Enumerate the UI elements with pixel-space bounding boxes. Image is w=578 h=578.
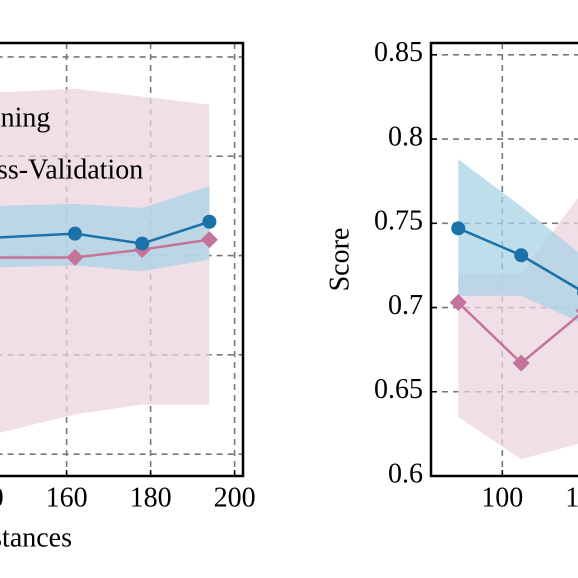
y-tick-label: 0.7: [388, 290, 423, 321]
y-tick-label: 0.65: [374, 374, 423, 405]
y-axis-label: Score: [324, 228, 355, 292]
x-tick-label: 200: [214, 482, 256, 513]
y-tick-label: 0.8: [388, 121, 423, 152]
marker: [68, 226, 82, 241]
x-axis-label: Instances: [0, 522, 72, 553]
series-line: [0, 220, 210, 245]
y-tick-label: 0.85: [374, 37, 423, 68]
x-tick-label: 160: [46, 482, 88, 513]
y-tick-label: 0.75: [374, 206, 423, 237]
x-tick-label: 180: [130, 482, 172, 513]
x-tick-label: 100: [481, 482, 523, 513]
legend-label: Training: [0, 102, 50, 133]
series-line: [0, 238, 210, 259]
x-tick-label: 120: [565, 482, 578, 513]
band: [0, 186, 210, 272]
marker: [135, 236, 150, 251]
marker: [512, 354, 530, 372]
marker: [514, 248, 529, 263]
marker: [449, 293, 467, 311]
axes-frame: [0, 41, 245, 478]
band: [458, 159, 578, 322]
y-tick-label: 0.6: [388, 458, 423, 489]
axes-frame: [429, 41, 578, 478]
x-tick-label: 140: [0, 482, 4, 513]
marker: [202, 214, 217, 229]
legend-label: Cross-Validation: [0, 154, 143, 185]
marker: [451, 221, 466, 236]
marker: [200, 231, 218, 249]
marker: [66, 249, 84, 266]
